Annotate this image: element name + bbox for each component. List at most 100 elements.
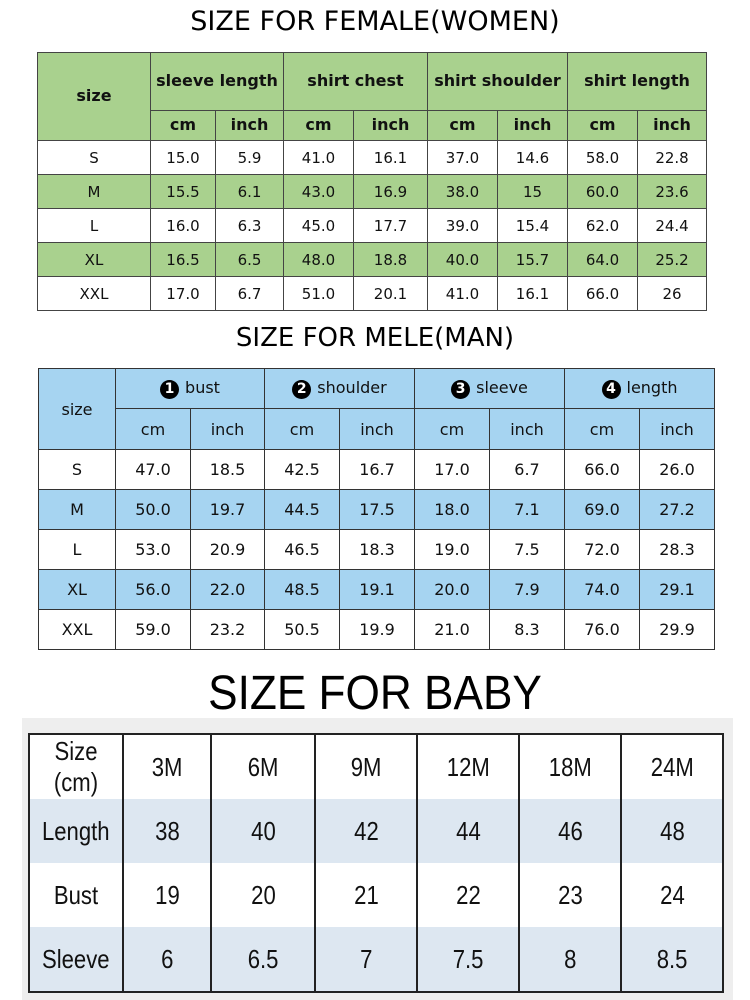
- value-cell: 7.5: [416, 927, 520, 992]
- value-cell: 24: [620, 863, 724, 927]
- value-cell: 45.0: [283, 208, 354, 243]
- value-cell: 42.5: [264, 449, 340, 490]
- value-cell: 16.5: [150, 242, 216, 277]
- value-cell: 15: [496, 174, 569, 209]
- value-cell: 41.0: [427, 276, 498, 311]
- value-cell: 20.1: [353, 276, 428, 311]
- value-cell: 53.0: [115, 529, 191, 570]
- value-cell: 15.7: [496, 242, 569, 277]
- value-cell: 8.5: [620, 927, 724, 992]
- value-cell: 46: [518, 799, 622, 863]
- cell-text: 24M: [650, 751, 694, 782]
- size-cell: S: [37, 140, 151, 175]
- value-cell: 8.3: [489, 609, 565, 650]
- cell-text: 8: [563, 943, 577, 974]
- cell-text: 24: [659, 879, 685, 910]
- baby-size-table: Size (cm) 3M 6M 9M 12M 18M 24M Length 38 40 42 44 46…: [28, 733, 724, 993]
- header-cm: cm: [150, 110, 216, 141]
- header-age: 18M: [518, 734, 622, 799]
- header-group: shirt chest: [283, 52, 428, 111]
- value-cell: 18.5: [190, 449, 265, 490]
- header-age: 9M: [314, 734, 418, 799]
- value-cell: 19.1: [339, 569, 415, 610]
- value-cell: 39.0: [427, 208, 498, 243]
- table-row: XXL 59.0 23.2 50.5 19.9 21.0 8.3 76.0 29.9: [38, 609, 715, 650]
- value-cell: 47.0: [115, 449, 191, 490]
- group-label: length: [626, 378, 678, 397]
- size-cell: M: [37, 174, 151, 209]
- value-cell: 7.1: [489, 489, 565, 530]
- value-cell: 21.0: [414, 609, 490, 650]
- cell-text: 48: [659, 815, 685, 846]
- value-cell: 46.5: [264, 529, 340, 570]
- value-cell: 66.0: [567, 276, 639, 311]
- size-cell: XXL: [37, 276, 151, 311]
- cell-text: 38: [154, 815, 180, 846]
- value-cell: 28.3: [639, 529, 715, 570]
- table-row: L 53.0 20.9 46.5 18.3 19.0 7.5 72.0 28.3: [38, 529, 715, 570]
- cell-text: Sleeve: [42, 943, 110, 974]
- table-row: M 15.5 6.1 43.0 16.9 38.0 15 60.0 23.6: [37, 174, 708, 209]
- value-cell: 58.0: [567, 140, 639, 175]
- cell-text: Length: [42, 815, 110, 846]
- cell-text: 23: [557, 879, 583, 910]
- value-cell: 17.7: [353, 208, 428, 243]
- group-label: sleeve: [476, 378, 528, 397]
- value-cell: 20.9: [190, 529, 265, 570]
- cell-text: 19: [154, 879, 180, 910]
- header-inch: inch: [489, 408, 565, 450]
- value-cell: 19: [122, 863, 212, 927]
- cell-text: Bust: [53, 879, 99, 910]
- header-inch: inch: [190, 408, 265, 450]
- size-cell: XL: [38, 569, 116, 610]
- header-age: 3M: [122, 734, 212, 799]
- header-cm: cm: [564, 408, 640, 450]
- value-cell: 23.6: [637, 174, 708, 209]
- header-inch: inch: [496, 110, 569, 141]
- cell-text: 6: [160, 943, 174, 974]
- table-row: XXL 17.0 6.7 51.0 20.1 41.0 16.1 66.0 26: [37, 276, 708, 311]
- value-cell: 44.5: [264, 489, 340, 530]
- value-cell: 7: [314, 927, 418, 992]
- value-cell: 25.2: [637, 242, 708, 277]
- value-cell: 16.0: [150, 208, 216, 243]
- table-row: Sleeve 6 6.5 7 7.5 8 8.5: [28, 927, 724, 992]
- group-label: bust: [185, 378, 220, 397]
- cell-text: 20: [250, 879, 276, 910]
- cell-text: 42: [353, 815, 379, 846]
- measure-label: Length: [28, 799, 124, 863]
- value-cell: 15.4: [496, 208, 569, 243]
- header-group: 1 bust: [115, 368, 265, 409]
- value-cell: 43.0: [283, 174, 354, 209]
- table-row: XL 56.0 22.0 48.5 19.1 20.0 7.9 74.0 29.1: [38, 569, 715, 610]
- measure-label: Bust: [28, 863, 124, 927]
- table-row: S 47.0 18.5 42.5 16.7 17.0 6.7 66.0 26.0: [38, 449, 715, 490]
- value-cell: 26: [637, 276, 708, 311]
- value-cell: 29.1: [639, 569, 715, 610]
- cell-text: 3M: [151, 751, 183, 782]
- value-cell: 6: [122, 927, 212, 992]
- value-cell: 7.9: [489, 569, 565, 610]
- cell-text: 6M: [247, 751, 279, 782]
- header-group: 2 shoulder: [264, 368, 415, 409]
- size-cell: L: [37, 208, 151, 243]
- value-cell: 18.0: [414, 489, 490, 530]
- value-cell: 16.1: [353, 140, 428, 175]
- value-cell: 41.0: [283, 140, 354, 175]
- value-cell: 14.6: [496, 140, 569, 175]
- male-size-title: SIZE FOR MELE(MAN): [235, 323, 515, 353]
- header-age: 6M: [210, 734, 316, 799]
- value-cell: 20: [210, 863, 316, 927]
- table-row: Bust 19 20 21 22 23 24: [28, 863, 724, 927]
- value-cell: 37.0: [427, 140, 498, 175]
- value-cell: 19.7: [190, 489, 265, 530]
- number-badge-icon: 2: [292, 380, 312, 399]
- table-row: M 50.0 19.7 44.5 17.5 18.0 7.1 69.0 27.2: [38, 489, 715, 530]
- male-size-table: size 1 bust 2 shoulder 3 sleeve 4 length cm inch cm…: [38, 368, 715, 650]
- header-inch: inch: [637, 110, 708, 141]
- table-row: L 16.0 6.3 45.0 17.7 39.0 15.4 62.0 24.4: [37, 208, 708, 243]
- header-cm: cm: [567, 110, 639, 141]
- header-cm: cm: [283, 110, 354, 141]
- cell-text: 18M: [548, 751, 592, 782]
- value-cell: 64.0: [567, 242, 639, 277]
